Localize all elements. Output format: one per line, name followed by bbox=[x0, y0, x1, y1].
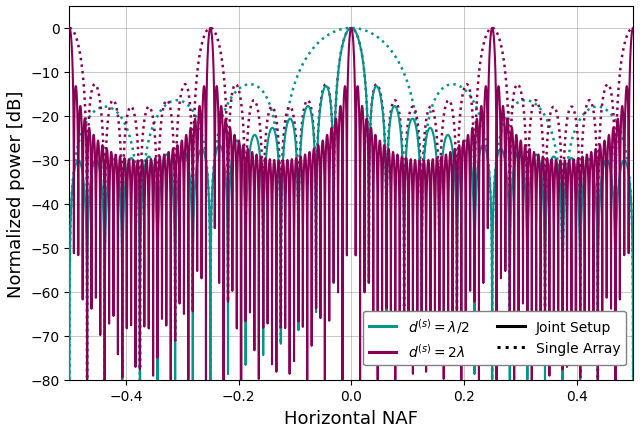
Y-axis label: Normalized power [dB]: Normalized power [dB] bbox=[7, 90, 25, 297]
X-axis label: Horizontal NAF: Horizontal NAF bbox=[284, 409, 419, 427]
Legend: $d^{(s)} = \lambda/2$, $d^{(s)} = 2\lambda$, Joint Setup, Single Array: $d^{(s)} = \lambda/2$, $d^{(s)} = 2\lamb… bbox=[363, 311, 626, 365]
